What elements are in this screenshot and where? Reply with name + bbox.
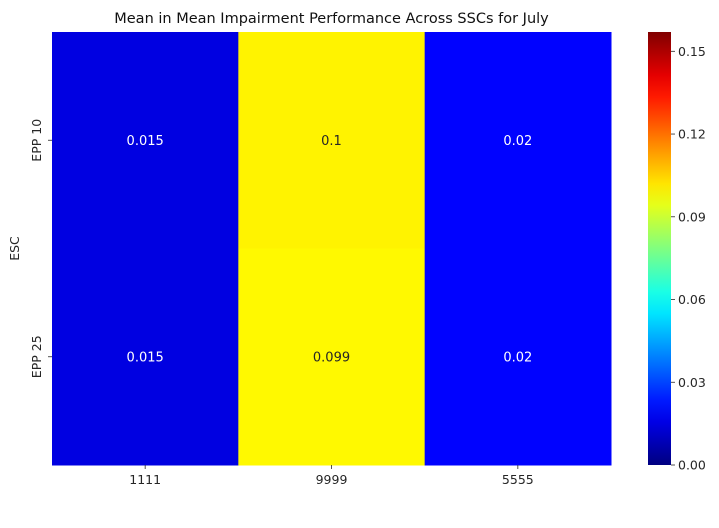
chart-title: Mean in Mean Impairment Performance Acro… (114, 11, 549, 27)
heatmap-cell (238, 248, 426, 466)
y-axis-label: ESC (7, 236, 22, 261)
colorbar-ticks: 0.00 0.03 0.06 0.09 0.12 0.15 (671, 44, 706, 473)
colorbar-tick-label: 0.06 (678, 292, 706, 307)
heatmap-cell (424, 32, 612, 249)
cell-value-label: 0.015 (127, 134, 164, 149)
colorbar-tick-label: 0.09 (678, 209, 706, 224)
heatmap-cell (52, 248, 239, 466)
y-tick-label: EPP 10 (29, 119, 44, 162)
colorbar-tick-label: 0.00 (678, 458, 706, 473)
x-tick-label: 1111 (129, 472, 161, 487)
heatmap-cell (52, 32, 239, 249)
heatmap-cell (424, 248, 612, 466)
cell-value-label: 0.099 (313, 350, 350, 365)
colorbar (648, 32, 671, 465)
colorbar-tick-label: 0.12 (678, 127, 706, 142)
heatmap-cell-labels: 0.015 0.1 0.02 0.015 0.099 0.02 (127, 134, 533, 366)
x-tick-label: 9999 (316, 472, 348, 487)
x-tick-label: 5555 (502, 472, 534, 487)
heatmap-cell (238, 32, 426, 249)
cell-value-label: 0.1 (321, 134, 342, 149)
cell-value-label: 0.02 (503, 134, 532, 149)
y-tick-label: EPP 25 (29, 335, 44, 378)
x-axis: 1111 9999 5555 (129, 465, 534, 487)
y-axis: EPP 10 EPP 25 (29, 119, 52, 378)
colorbar-tick-label: 0.03 (678, 375, 706, 390)
cell-value-label: 0.02 (503, 350, 532, 365)
heatmap-cells (52, 32, 612, 466)
cell-value-label: 0.015 (127, 350, 164, 365)
colorbar-tick-label: 0.15 (678, 44, 706, 59)
